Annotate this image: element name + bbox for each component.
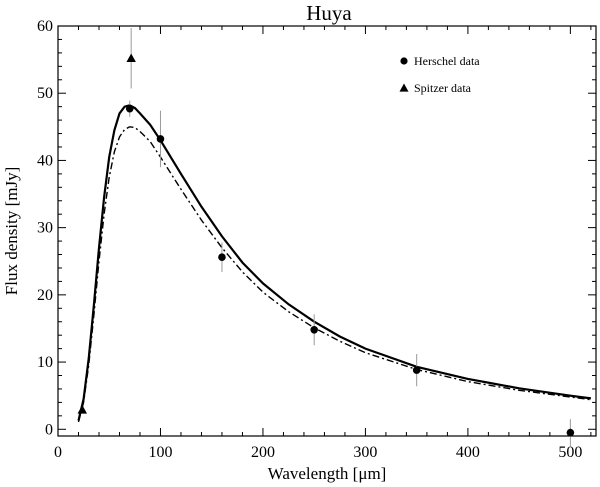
x-tick-label: 100 bbox=[148, 444, 172, 461]
model-curves bbox=[77, 104, 592, 423]
y-tick-label: 20 bbox=[37, 287, 53, 304]
plot-frame bbox=[57, 25, 597, 437]
legend: Herschel data Spitzer data bbox=[399, 54, 480, 95]
x-tick-label: 400 bbox=[456, 444, 480, 461]
spitzer-point bbox=[77, 405, 88, 414]
y-tick-label: 50 bbox=[37, 85, 53, 102]
herschel-point bbox=[310, 326, 318, 334]
y-tick-label: 10 bbox=[37, 354, 53, 371]
x-axis-label: Wavelength [μm] bbox=[268, 464, 387, 483]
y-tick-label: 60 bbox=[37, 18, 53, 35]
legend-circle-marker bbox=[400, 57, 408, 65]
x-tick-label: 500 bbox=[558, 444, 582, 461]
data-points bbox=[77, 28, 575, 447]
y-tick-label: 30 bbox=[37, 220, 53, 237]
herschel-point bbox=[566, 428, 575, 437]
x-tick-label: 200 bbox=[251, 444, 275, 461]
chart-title: Huya bbox=[306, 1, 352, 25]
model-curve-dash-dot bbox=[77, 126, 591, 423]
herschel-point bbox=[218, 253, 226, 262]
y-tick-label: 40 bbox=[37, 152, 53, 169]
legend-label: Spitzer data bbox=[414, 81, 472, 95]
x-tick-label: 0 bbox=[54, 444, 62, 461]
legend-triangle-marker bbox=[399, 83, 409, 92]
y-axis-label: Flux density [mJy] bbox=[2, 167, 21, 295]
axis-ticks: 0 100 200 300 400 500 0 10 20 30 40 50 60 bbox=[37, 18, 596, 461]
spitzer-point bbox=[126, 53, 136, 63]
herschel-point bbox=[412, 366, 421, 374]
legend-label: Herschel data bbox=[414, 54, 480, 68]
herschel-point bbox=[156, 135, 165, 143]
herschel-point bbox=[125, 104, 134, 113]
y-tick-label: 0 bbox=[45, 421, 53, 438]
model-curve-solid bbox=[77, 104, 592, 421]
x-tick-label: 300 bbox=[353, 444, 377, 461]
